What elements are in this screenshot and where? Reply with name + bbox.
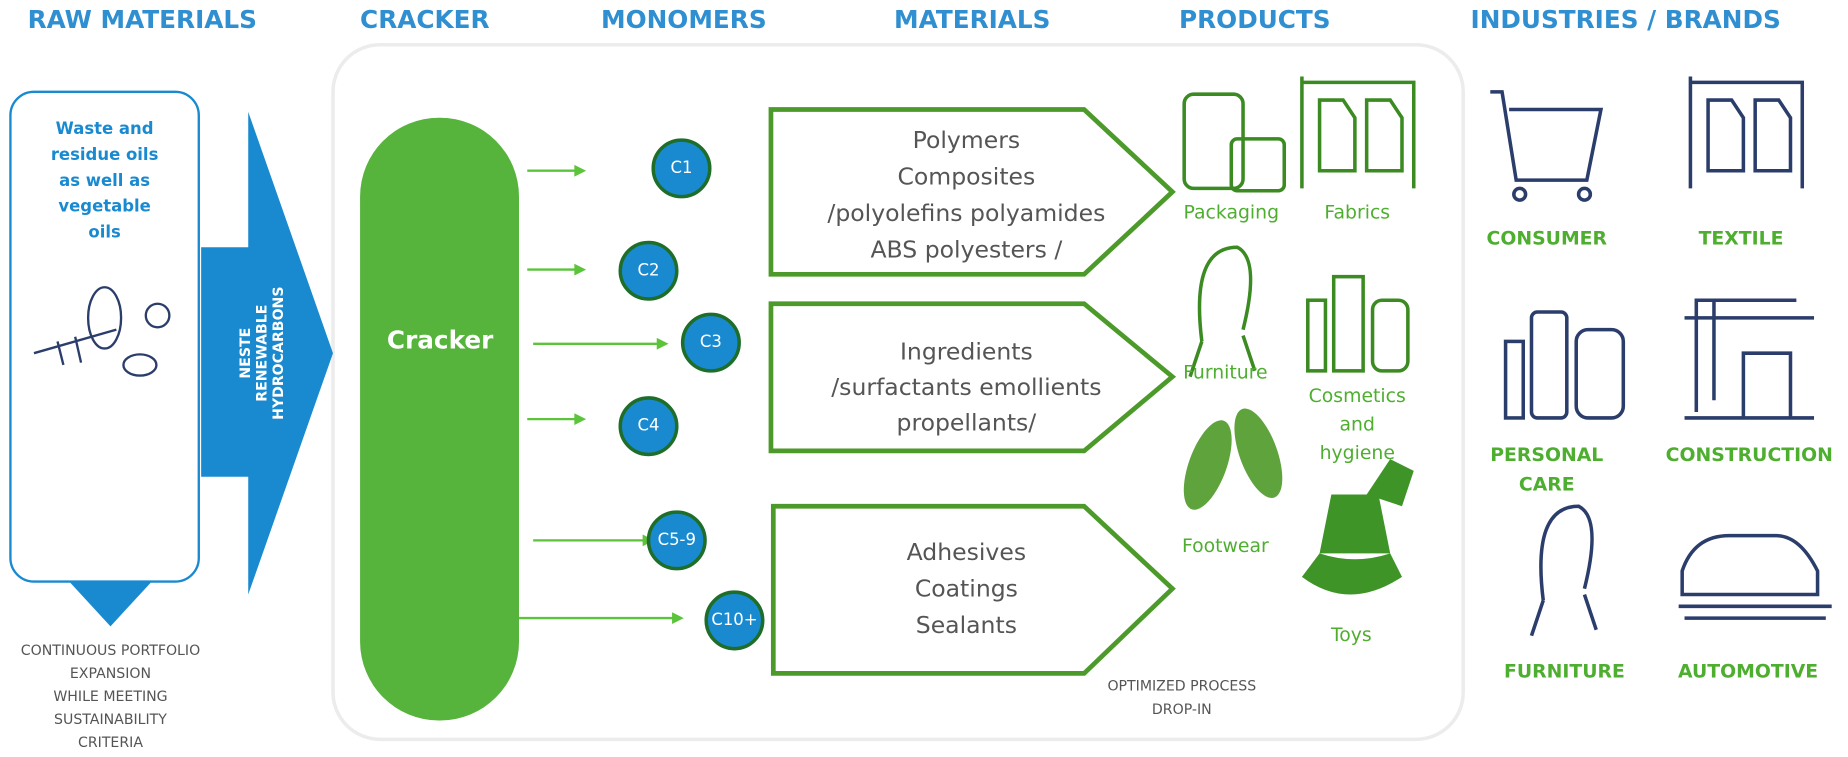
industry-label: FURNITURE	[1504, 662, 1625, 683]
material-text: /polyolefins polyamides	[827, 199, 1105, 227]
arrow-label-text: HYDROCARBONS	[271, 286, 287, 419]
column-header: CRACKER	[360, 5, 490, 34]
raw-box	[10, 92, 198, 582]
cracker-pill	[360, 118, 519, 721]
arrow-head	[657, 338, 669, 350]
footnote-text: EXPANSION	[70, 666, 151, 682]
product-label: Cosmetics	[1309, 386, 1406, 407]
raw-material-text: Waste and	[56, 119, 154, 138]
column-header: INDUSTRIES / BRANDS	[1471, 5, 1781, 34]
material-text: ABS polyesters /	[870, 235, 1062, 263]
raw-material-text: as well as	[59, 171, 150, 190]
arrow-label-text: RENEWABLE	[254, 305, 270, 402]
product-label: Fabrics	[1324, 203, 1390, 224]
product-label: and	[1340, 415, 1375, 436]
material-text: Adhesives	[907, 538, 1026, 566]
industry-icons	[1490, 77, 1831, 636]
product-label: Packaging	[1183, 203, 1279, 224]
industry-label: AUTOMOTIVE	[1678, 662, 1818, 683]
raw-material-text: oils	[88, 223, 121, 242]
monomer-label: C4	[638, 416, 660, 435]
material-text: Polymers	[913, 126, 1021, 154]
page: RAW MATERIALS CRACKER MONOMERS MATERIALS PRO…	[0, 0, 1848, 757]
down-arrow	[69, 582, 151, 627]
material-text: Composites	[897, 162, 1035, 190]
footnote-text: WHILE MEETING	[53, 689, 167, 705]
monomer-label: C10+	[711, 610, 757, 629]
material-text: Ingredients	[900, 338, 1033, 366]
industry-label: CARE	[1519, 475, 1575, 496]
footnote-text: SUSTAINABILITY	[54, 712, 167, 728]
material-text: /surfactants emollients	[831, 373, 1101, 401]
arrow-head	[672, 612, 684, 624]
process-note: OPTIMIZED PROCESS	[1107, 678, 1256, 694]
monomer-label: C5-9	[658, 530, 696, 549]
process-note: DROP-IN	[1152, 702, 1212, 718]
product-label: hygiene	[1320, 443, 1395, 464]
industry-label: TEXTILE	[1699, 228, 1784, 249]
product-label: Furniture	[1183, 363, 1268, 384]
product-label: Footwear	[1182, 536, 1269, 557]
column-header: MONOMERS	[601, 5, 767, 34]
material-text: propellants/	[897, 408, 1037, 436]
raw-material-text: residue oils	[51, 145, 159, 164]
arrow-label-text: NESTE	[238, 328, 254, 379]
material-text: Coatings	[915, 574, 1018, 602]
raw-material-text: vegetable	[58, 197, 150, 216]
monomer-label: C1	[670, 158, 692, 177]
column-header: RAW MATERIALS	[28, 5, 257, 34]
arrow-head	[574, 413, 586, 425]
column-header: PRODUCTS	[1179, 5, 1331, 34]
monomer-label: C2	[638, 260, 660, 279]
material-text: Sealants	[916, 611, 1017, 639]
arrow-head	[574, 264, 586, 276]
diagram: RAW MATERIALS CRACKER MONOMERS MATERIALS PRO…	[0, 0, 1848, 757]
product-label: Toys	[1330, 625, 1372, 646]
column-header: MATERIALS	[894, 5, 1050, 34]
arrow-head	[574, 165, 586, 177]
industry-label: CONSTRUCTION	[1666, 445, 1833, 466]
industry-label: PERSONAL	[1490, 445, 1603, 466]
industry-label: CONSUMER	[1487, 228, 1608, 249]
monomer-label: C3	[700, 332, 722, 351]
footnote-text: CONTINUOUS PORTFOLIO	[21, 643, 200, 659]
footnote-text: CRITERIA	[78, 735, 143, 751]
cracker-label: Cracker	[387, 325, 494, 354]
product-icons	[1174, 77, 1414, 595]
